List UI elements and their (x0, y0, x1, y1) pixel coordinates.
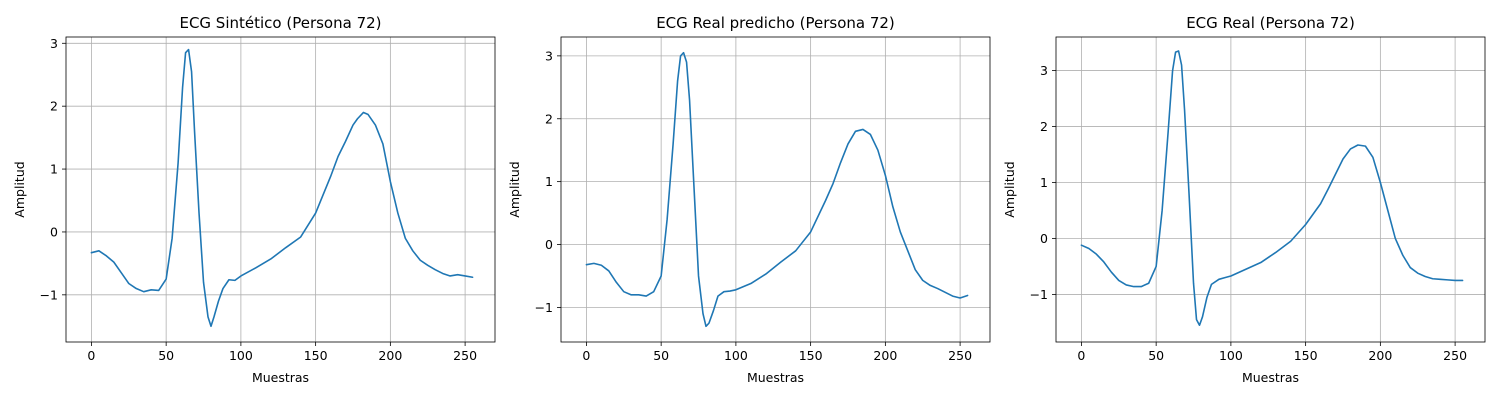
y-tick-label: −1 (1030, 287, 1048, 302)
x-tick-label: 200 (378, 348, 402, 363)
x-tick-label: 50 (1148, 348, 1164, 363)
x-tick-label: 100 (724, 348, 748, 363)
y-tick-label: 0 (1040, 231, 1048, 246)
x-tick-label: 150 (304, 348, 328, 363)
x-axis-label: Muestras (1242, 370, 1299, 385)
chart-title: ECG Real predicho (Persona 72) (656, 14, 895, 32)
ecg-series-line (90, 48, 474, 328)
y-tick-label: −1 (40, 287, 58, 302)
x-tick-label: 50 (158, 348, 174, 363)
x-tick-label: 250 (453, 348, 477, 363)
y-tick-label: 3 (50, 36, 58, 51)
y-tick-label: 0 (545, 237, 553, 252)
y-axis-label: Amplitud (1002, 161, 1017, 217)
subplot-1: 0 50 100 150 200 250 −1 0 1 2 3 ECG Sintético (Pers… (12, 14, 496, 385)
y-tick-label: 3 (1040, 63, 1048, 78)
x-tick-label: 200 (873, 348, 897, 363)
chart-title: ECG Real (Persona 72) (1186, 14, 1355, 32)
x-tick-label: 0 (87, 348, 95, 363)
x-tick-label: 0 (1077, 348, 1085, 363)
subplot-3: 0 50 100 150 200 250 −1 0 1 2 3 ECG Real (Persona 7… (1002, 14, 1486, 385)
y-tick-label: 1 (1040, 175, 1048, 190)
plot-frame (65, 36, 496, 343)
x-tick-label: 0 (582, 348, 590, 363)
subplot-2: 0 50 100 150 200 250 −1 0 1 2 3 ECG Real predicho (… (507, 14, 991, 385)
y-tick-label: 2 (50, 99, 58, 114)
y-tick-label: −1 (535, 300, 553, 315)
x-axis-label: Muestras (252, 370, 309, 385)
x-tick-label: 250 (1443, 348, 1467, 363)
plot-frame (1055, 36, 1486, 343)
plot-frame (560, 36, 991, 343)
y-tick-label: 1 (545, 174, 553, 189)
y-tick-label: 3 (545, 48, 553, 63)
y-tick-label: 2 (545, 111, 553, 126)
y-tick-label: 1 (50, 162, 58, 177)
x-tick-label: 50 (653, 348, 669, 363)
x-tick-label: 100 (229, 348, 253, 363)
chart-title: ECG Sintético (Persona 72) (179, 14, 381, 32)
y-axis-label: Amplitud (12, 161, 27, 217)
x-tick-label: 200 (1368, 348, 1392, 363)
x-tick-label: 150 (799, 348, 823, 363)
x-tick-label: 250 (948, 348, 972, 363)
y-axis-label: Amplitud (507, 161, 522, 217)
x-tick-label: 150 (1294, 348, 1318, 363)
ecg-series-line (1080, 50, 1464, 327)
x-axis-label: Muestras (747, 370, 804, 385)
y-tick-label: 0 (50, 224, 58, 239)
x-tick-label: 100 (1219, 348, 1243, 363)
y-tick-label: 2 (1040, 119, 1048, 134)
ecg-series-line (585, 51, 969, 328)
